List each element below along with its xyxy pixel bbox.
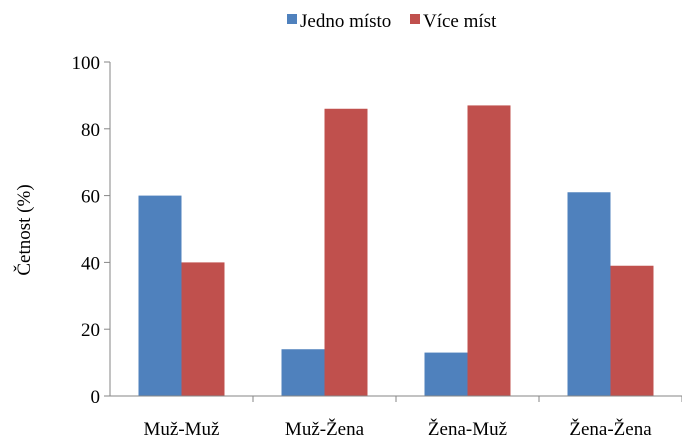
x-tick-label: Muž-Muž xyxy=(144,419,220,440)
y-tick-label: 100 xyxy=(72,53,101,74)
bars xyxy=(138,105,654,397)
bar-vice-mist-2 xyxy=(467,105,511,397)
bar-vice-mist-0 xyxy=(181,262,225,396)
x-tick-label: Muž-Žena xyxy=(285,418,365,440)
x-tick-label: Žena-Žena xyxy=(569,418,652,440)
y-tick-label: 20 xyxy=(81,320,100,341)
x-tick-label: Žena-Muž xyxy=(428,418,507,440)
bar-vice-mist-1 xyxy=(324,108,368,396)
y-tick-label: 0 xyxy=(91,387,101,408)
bar-jedno-misto-1 xyxy=(281,349,325,396)
bar-jedno-misto-3 xyxy=(567,192,611,396)
bar-vice-mist-3 xyxy=(610,265,654,396)
y-axis-label: Četnost (%) xyxy=(13,184,35,275)
bar-jedno-misto-2 xyxy=(424,352,468,396)
legend-label-jedno-misto: Jedno místo xyxy=(300,11,391,32)
bar-jedno-misto-0 xyxy=(138,195,182,396)
legend-label-vice-mist: Více míst xyxy=(423,11,497,32)
y-tick-label: 80 xyxy=(81,120,100,141)
legend: Jedno místo Více míst xyxy=(287,11,497,32)
x-axis-ticks: Muž-Muž Muž-Žena Žena-Muž Žena-Žena xyxy=(144,396,682,440)
legend-swatch-jedno-misto xyxy=(287,14,297,24)
y-tick-label: 60 xyxy=(81,187,100,208)
y-tick-label: 40 xyxy=(81,253,100,274)
y-axis-ticks: 0 20 40 60 80 100 xyxy=(72,53,110,408)
legend-swatch-vice-mist xyxy=(410,14,420,24)
